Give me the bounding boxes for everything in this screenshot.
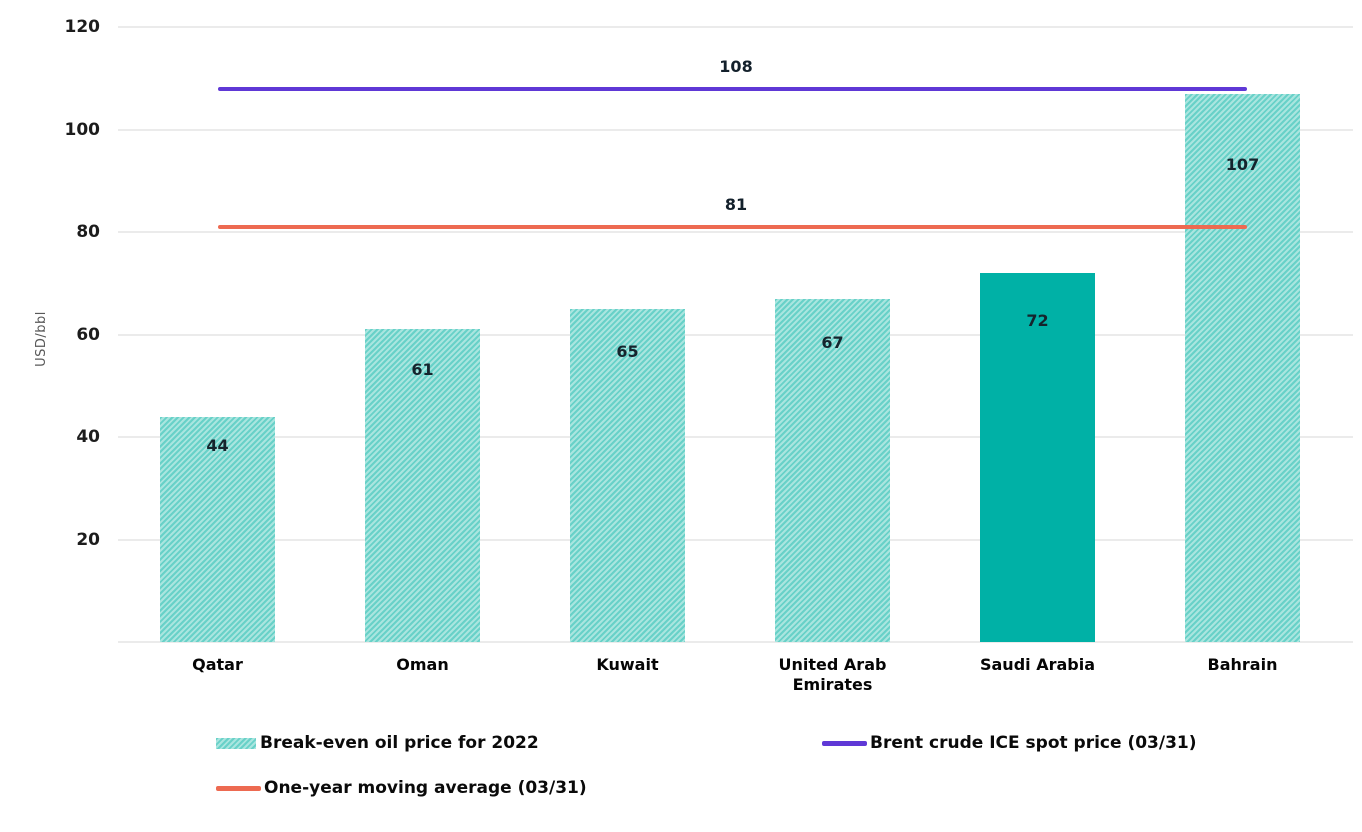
bar-value-label-united-arab-emirates: 67 [821,333,844,353]
legend-item-brent-spot: Brent crude ICE spot price (03/31) [822,733,1197,753]
gridline-0 [118,641,1353,643]
ref-line-value-label-brent-crude-ice-spot-price-03-31-: 108 [719,56,753,76]
legend-label-breakeven: Break-even oil price for 2022 [260,733,539,753]
bar-oman [365,329,480,642]
bar-value-label-saudi-arabia: 72 [1026,310,1049,330]
gridline-80 [118,231,1353,233]
gridline-100 [118,128,1353,131]
moving-average-line-swatch-icon [216,785,261,791]
gridline-120 [118,26,1353,28]
breakeven-hatch-swatch-icon [216,737,256,749]
legend-item-breakeven: Break-even oil price for 2022 [216,733,539,753]
bar-bahrain [1185,93,1300,642]
y-tick-label-120: 120 [64,17,101,37]
bar-value-label-oman: 61 [411,360,434,380]
legend-label-brent-spot: Brent crude ICE spot price (03/31) [870,733,1197,753]
ref-line-value-label-one-year-moving-average-03-31-: 81 [724,194,748,214]
bar-united-arab-emirates [775,298,890,642]
gridline-40 [118,436,1353,438]
y-tick-label-20: 20 [76,529,100,550]
brent-line-swatch-icon [822,740,867,746]
legend-label-moving-average: One-year moving average (03/31) [264,778,587,798]
gridline-20 [118,538,1353,541]
y-tick-label-60: 60 [76,324,100,345]
category-label-qatar: Qatar [192,655,243,674]
category-label-united-arab-emirates: United Arab Emirates [778,655,887,694]
bar-value-label-qatar: 44 [206,435,229,455]
category-label-kuwait: Kuwait [596,655,659,674]
bar-value-label-kuwait: 65 [616,342,639,362]
ref-line-one-year-moving-average-03-31- [217,224,1247,229]
bar-value-label-bahrain: 107 [1225,154,1260,174]
legend-item-moving-average: One-year moving average (03/31) [216,778,587,798]
y-tick-label-40: 40 [76,427,100,447]
ref-line-brent-crude-ice-spot-price-03-31- [217,86,1247,91]
category-label-bahrain: Bahrain [1207,655,1278,674]
y-tick-label-100: 100 [64,119,101,140]
category-label-oman: Oman [396,655,449,674]
gridline-60 [118,333,1353,336]
bar-kuwait [570,308,685,642]
bar-saudi-arabia [980,273,1095,642]
bar-qatar [160,416,275,642]
category-label-saudi-arabia: Saudi Arabia [979,655,1096,674]
y-tick-label-80: 80 [76,222,100,242]
